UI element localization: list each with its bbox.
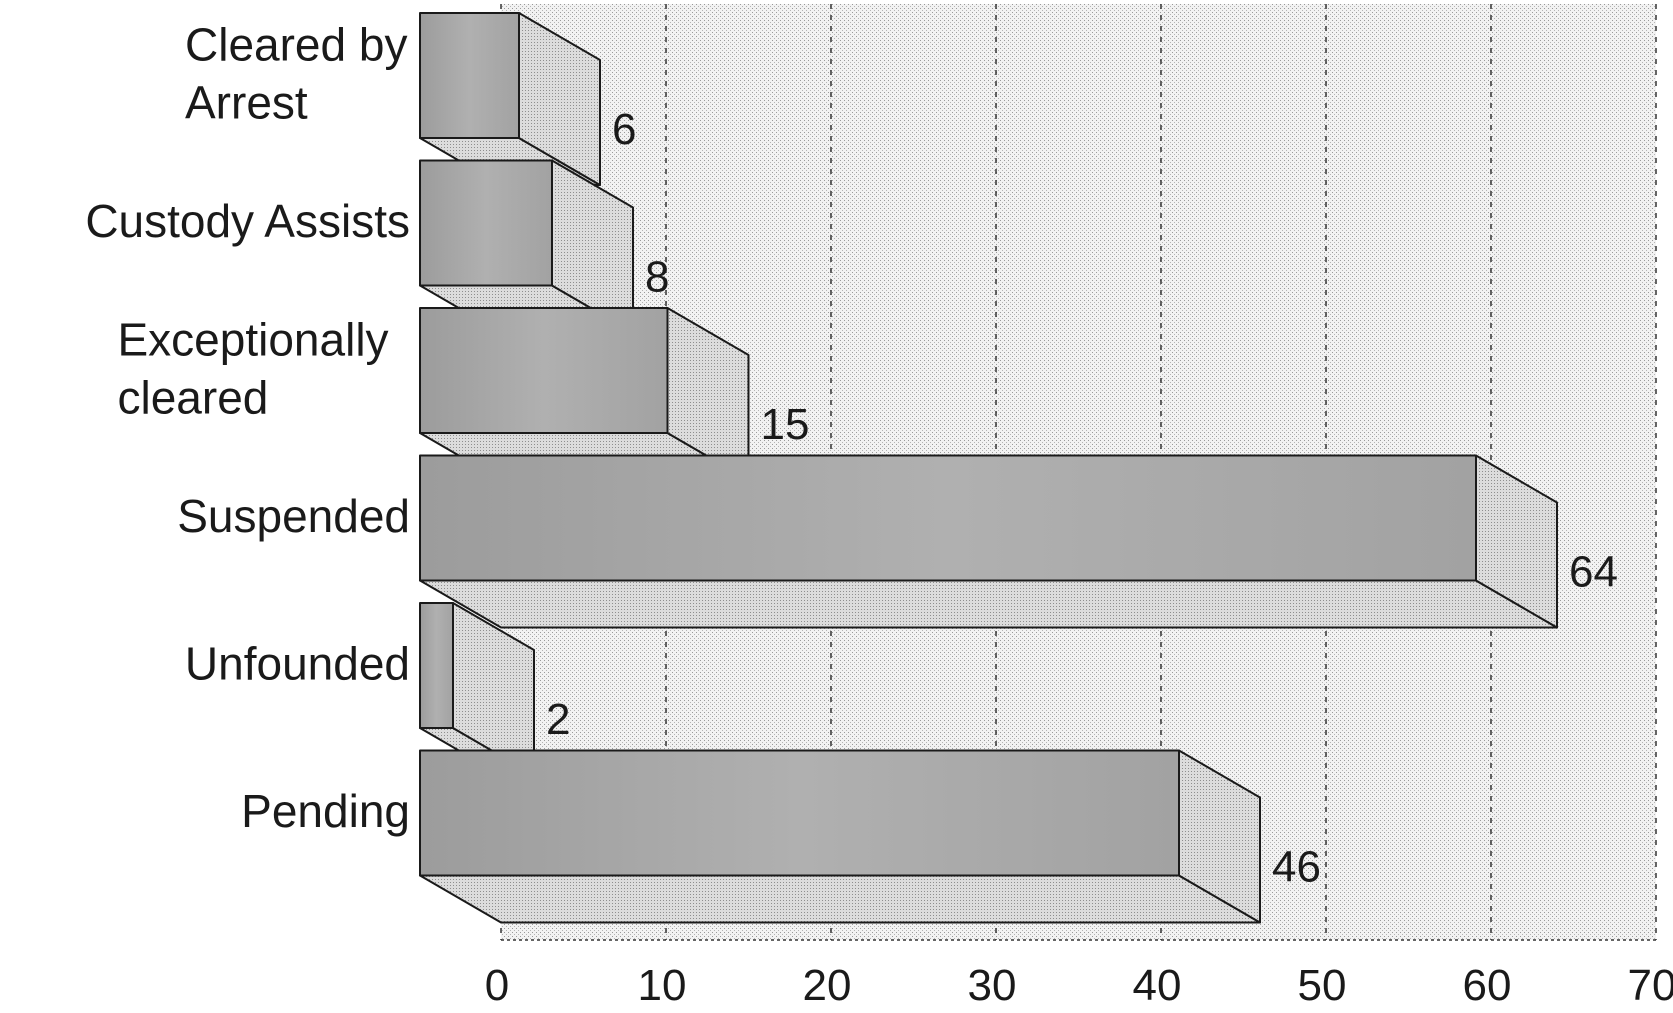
category-label: Pending (241, 785, 410, 837)
x-tick-label: 0 (485, 961, 509, 1010)
bar-front-face (419, 307, 669, 434)
category-label: Unfounded (185, 638, 410, 690)
x-tick-label: 30 (968, 961, 1017, 1010)
bar-front-face (419, 602, 454, 729)
bar-bottom-face (419, 579, 1558, 629)
category-label: Suspended (177, 490, 410, 542)
bar-front-face (419, 454, 1477, 582)
data-label: 8 (645, 253, 669, 302)
x-tick-label: 10 (638, 961, 687, 1010)
x-tick-label: 60 (1463, 961, 1512, 1010)
x-tick-label: 50 (1298, 961, 1347, 1010)
data-label: 2 (546, 695, 570, 744)
x-tick-label: 70 (1628, 961, 1673, 1010)
data-label: 15 (761, 400, 810, 449)
bar-front-face (419, 749, 1180, 877)
data-label: 64 (1569, 548, 1618, 597)
category-label: Exceptionally cleared (118, 314, 389, 424)
bar-4 (419, 454, 1558, 629)
x-tick-label: 40 (1133, 961, 1182, 1010)
bar-1 (419, 12, 601, 186)
data-label: 46 (1272, 843, 1321, 892)
bar-3 (419, 307, 750, 481)
data-label: 6 (612, 105, 636, 154)
bar-bottom-face (419, 874, 1261, 924)
category-label: Custody Assists (85, 195, 410, 247)
bar-front-face (419, 12, 520, 139)
x-tick-label: 20 (803, 961, 852, 1010)
bar-front-face (419, 159, 553, 287)
category-label: Cleared by Arrest (185, 19, 407, 129)
bar-6 (419, 749, 1261, 924)
